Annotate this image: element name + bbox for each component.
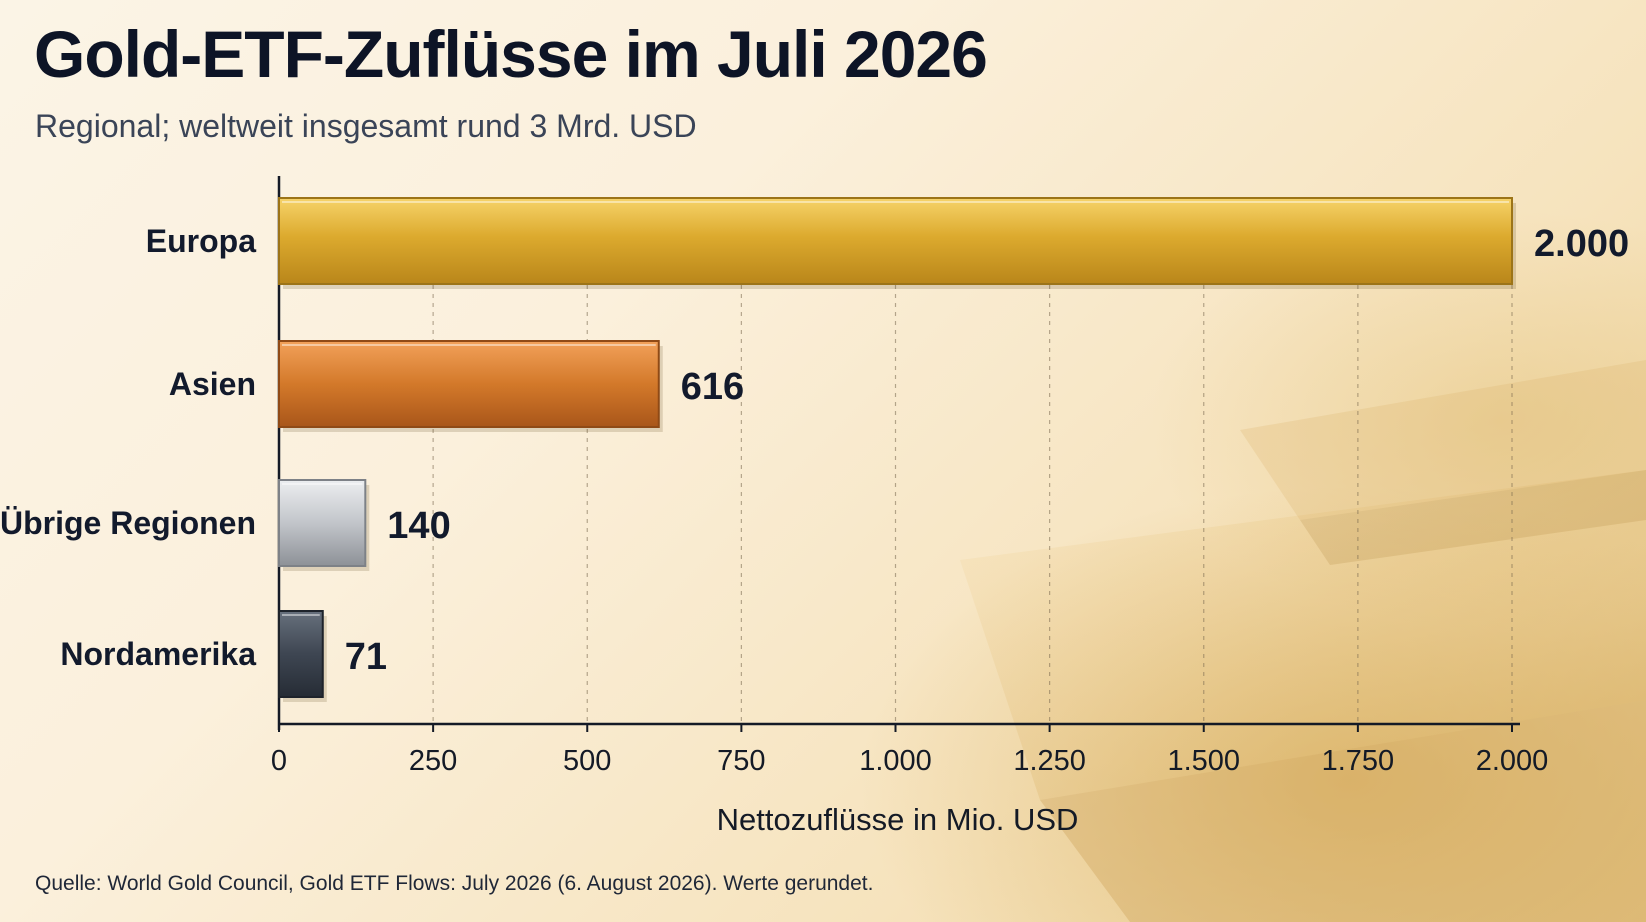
bar: [278, 479, 367, 567]
x-tick-label: 0: [271, 745, 287, 777]
category-label: Asien: [169, 366, 256, 402]
category-label: Nordamerika: [60, 636, 256, 672]
value-label: 71: [345, 636, 387, 678]
x-tick-label: 1.750: [1322, 745, 1395, 777]
bar: [278, 610, 324, 698]
x-tick-label: 1.250: [1013, 745, 1086, 777]
page-subtitle: Regional; weltweit insgesamt rund 3 Mrd.…: [35, 108, 697, 144]
x-tick-label: 1.500: [1167, 745, 1240, 777]
x-tick-label: 1.000: [859, 745, 932, 777]
category-label: Europa: [146, 223, 256, 259]
bar: [278, 340, 660, 428]
x-tick-label: 500: [563, 745, 611, 777]
value-label: 616: [681, 366, 744, 408]
source-note: Quelle: World Gold Council, Gold ETF Flo…: [35, 872, 874, 895]
x-tick-label: 250: [409, 745, 457, 777]
page-title: Gold-ETF-Zuflüsse im Juli 2026: [34, 17, 988, 91]
value-label: 2.000: [1534, 223, 1629, 265]
value-label: 140: [387, 505, 450, 547]
x-tick-label: 750: [717, 745, 765, 777]
x-axis-title: Nettozuflüsse in Mio. USD: [717, 802, 1079, 837]
x-tick-label: 2.000: [1476, 745, 1549, 777]
category-label: Übrige Regionen: [0, 505, 256, 541]
bar: [278, 197, 1513, 285]
